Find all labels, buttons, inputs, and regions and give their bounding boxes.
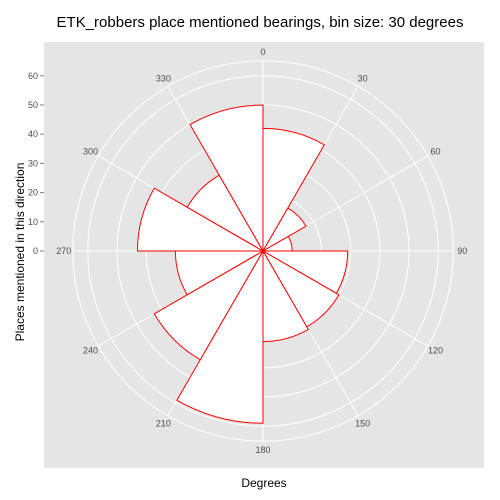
- angle-tick-120: 120: [428, 346, 443, 356]
- angle-tick-300: 300: [83, 146, 98, 156]
- y-axis-label: Places mentioned in this direction: [13, 163, 27, 342]
- radial-tick-60: 60: [28, 71, 38, 81]
- radial-tick-50: 50: [28, 100, 38, 110]
- angle-tick-180: 180: [255, 445, 270, 455]
- radial-tick-30: 30: [28, 158, 38, 168]
- angle-tick-90: 90: [457, 246, 467, 256]
- angle-tick-240: 240: [83, 346, 98, 356]
- wedge-bar-330: [189, 104, 264, 253]
- wedge-bar-30: [261, 207, 307, 253]
- chart-title: ETK_robbers place mentioned bearings, bi…: [56, 14, 464, 31]
- radial-tick-0: 0: [33, 246, 38, 256]
- wedge-bar-210: [153, 249, 265, 361]
- angle-tick-0: 0: [260, 47, 265, 57]
- angle-tick-60: 60: [431, 146, 441, 156]
- bars-layer: [136, 104, 349, 424]
- angle-tick-270: 270: [56, 246, 71, 256]
- wedge-bar-180: [176, 249, 264, 424]
- x-axis-label: Degrees: [241, 476, 287, 490]
- radial-tick-10: 10: [28, 217, 38, 227]
- wedge-bar-270: [136, 187, 265, 252]
- angle-tick-labels: 0 30 60 90 120 150 180 210 240 270 300 330: [56, 47, 467, 455]
- angle-tick-330: 330: [156, 73, 171, 83]
- radial-tick-labels: 0 10 20 30 40 50 60: [28, 71, 44, 256]
- angle-tick-150: 150: [355, 419, 370, 429]
- angle-tick-30: 30: [358, 73, 368, 83]
- radial-tick-20: 20: [28, 188, 38, 198]
- radial-tick-40: 40: [28, 129, 38, 139]
- angle-tick-210: 210: [156, 419, 171, 429]
